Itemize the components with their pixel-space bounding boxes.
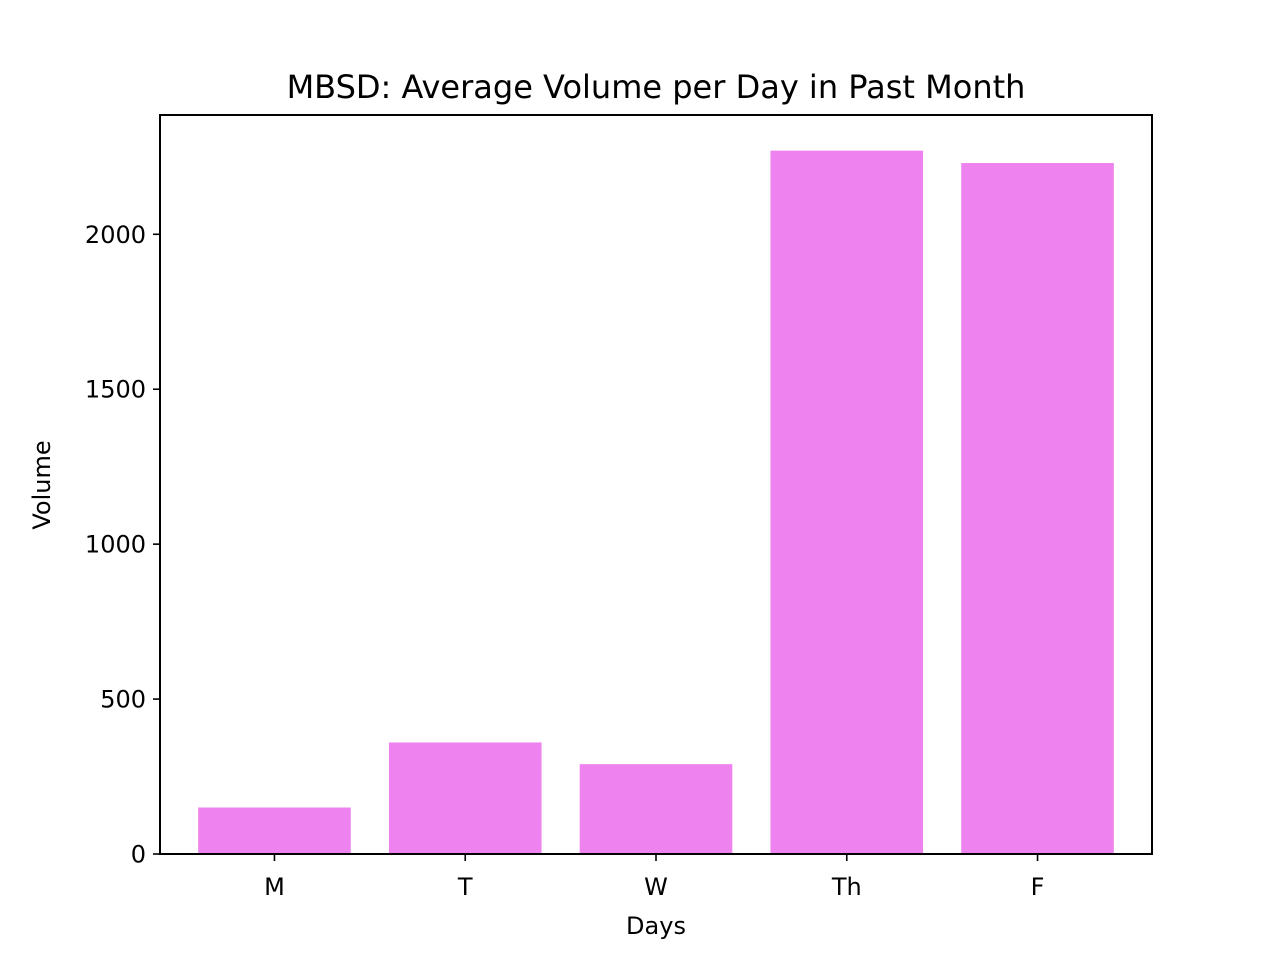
bar-t	[388, 742, 542, 854]
y-tick-label: 1000	[85, 531, 146, 559]
y-axis-ticks: 0 500 1000 1500 2000	[85, 221, 160, 869]
bars-group	[198, 150, 1114, 855]
bar-th	[770, 150, 924, 854]
bar-m	[198, 807, 351, 854]
chart-title: MBSD: Average Volume per Day in Past Mon…	[287, 68, 1026, 106]
bar-f	[961, 163, 1114, 855]
y-tick-label: 1500	[85, 376, 146, 404]
bar-w	[579, 764, 733, 854]
x-tick-label: M	[264, 873, 285, 901]
x-axis-ticks: M T W Th F	[264, 854, 1044, 901]
y-tick-label: 500	[100, 686, 146, 714]
x-axis-label: Days	[626, 912, 686, 940]
x-tick-label: Th	[831, 873, 862, 901]
x-tick-label: T	[457, 873, 473, 901]
x-tick-label: W	[644, 873, 668, 901]
y-tick-label: 0	[131, 841, 146, 869]
x-tick-label: F	[1031, 873, 1045, 901]
y-tick-label: 2000	[85, 221, 146, 249]
plot-frame	[159, 114, 1153, 855]
y-axis-label: Volume	[28, 440, 56, 529]
